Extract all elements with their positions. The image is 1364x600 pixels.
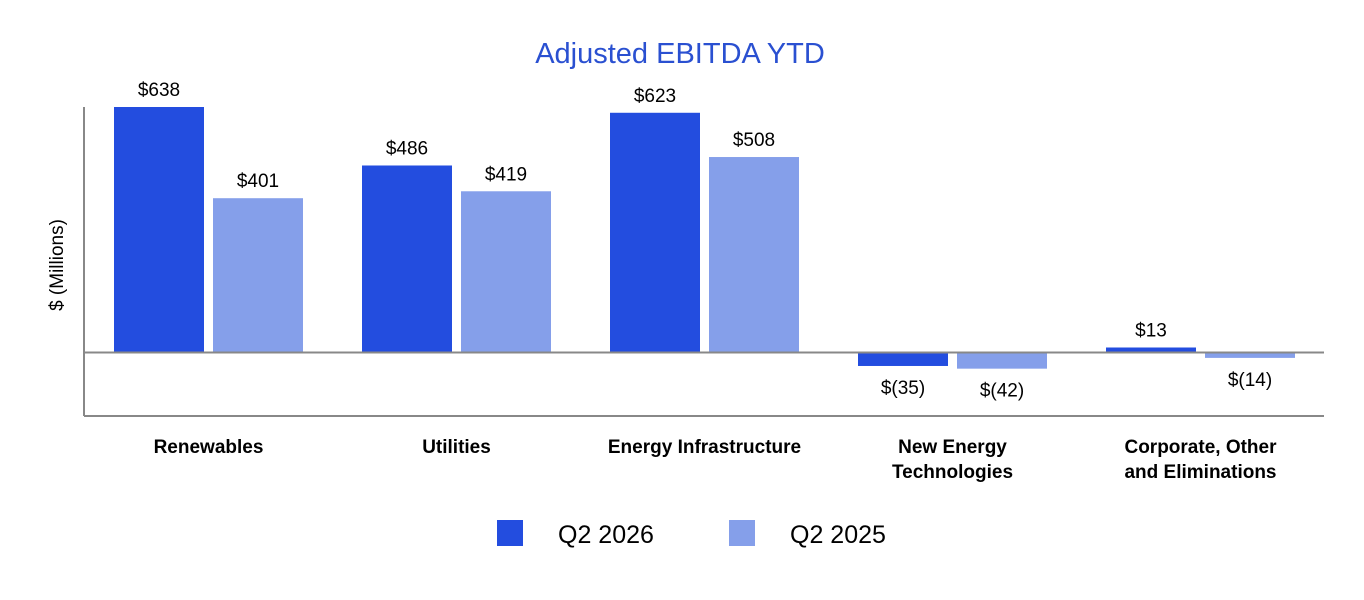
category-label-1: Renewables <box>154 437 264 458</box>
bar-2-1 <box>213 198 303 353</box>
bar-1-2 <box>362 165 452 353</box>
data-label-2-2: $419 <box>485 164 527 185</box>
category-label-line: Technologies <box>892 462 1013 483</box>
category-label-line: Renewables <box>154 437 264 458</box>
category-label-3: Energy Infrastructure <box>608 437 801 458</box>
bar-2-2 <box>461 191 551 353</box>
category-labels-layer: Renewables Utilities Energy Infrastructure… <box>154 437 1278 483</box>
axes-layer <box>83 107 1324 417</box>
category-label-4: New Energy Technologies <box>892 437 1013 483</box>
data-label-2-3: $508 <box>733 130 775 151</box>
category-label-line: Corporate, Other <box>1124 437 1277 458</box>
chart-title: Adjusted EBITDA YTD <box>535 38 825 70</box>
bar-2-3 <box>709 157 799 353</box>
data-label-1-3: $623 <box>634 86 676 107</box>
data-label-1-5: $13 <box>1135 321 1167 342</box>
bars-layer <box>114 107 1295 369</box>
bar-2-5 <box>1205 352 1295 358</box>
category-label-line: Energy Infrastructure <box>608 437 801 458</box>
data-label-2-1: $401 <box>237 171 279 192</box>
category-label-line: New Energy <box>898 437 1007 458</box>
category-label-line: and Eliminations <box>1124 462 1276 483</box>
legend: Q2 2026 Q2 2025 <box>497 520 886 549</box>
category-label-2: Utilities <box>422 437 491 458</box>
bar-2-4 <box>957 352 1047 369</box>
data-label-1-4: $(35) <box>881 378 925 399</box>
data-labels-layer: $638 $486 $623 $(35) $13 $401 $419 $508 $(42) $(1… <box>138 80 1272 402</box>
data-label-1-2: $486 <box>386 138 428 159</box>
bar-1-1 <box>114 107 204 353</box>
legend-swatch-2 <box>729 520 755 546</box>
legend-swatch-1 <box>497 520 523 546</box>
y-axis-label: $ (Millions) <box>47 219 68 311</box>
data-label-2-5: $(14) <box>1228 370 1272 391</box>
legend-label-2: Q2 2025 <box>790 521 886 549</box>
bar-1-4 <box>858 352 948 366</box>
category-label-5: Corporate, Other and Eliminations <box>1124 437 1277 483</box>
bar-1-3 <box>610 112 700 353</box>
legend-label-1: Q2 2026 <box>558 521 654 549</box>
data-label-2-4: $(42) <box>980 381 1024 402</box>
category-label-line: Utilities <box>422 437 491 458</box>
data-label-1-1: $638 <box>138 80 180 101</box>
bar-1-5 <box>1106 347 1196 353</box>
